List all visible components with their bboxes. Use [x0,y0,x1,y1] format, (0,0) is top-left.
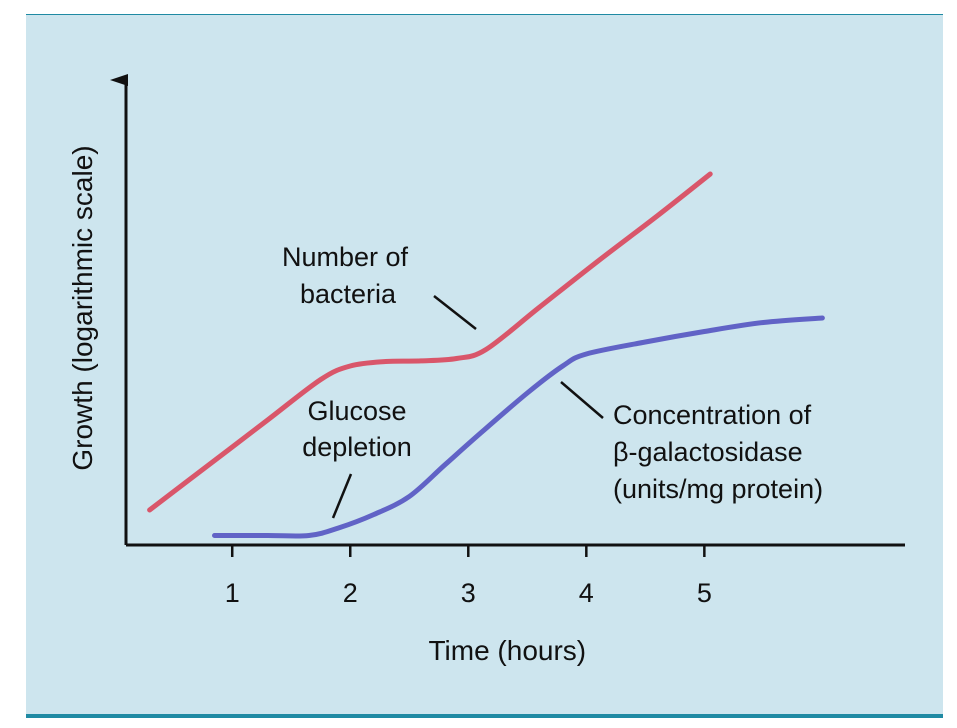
annotation-line: depletion [302,432,412,462]
annotation-line: bacteria [300,279,397,309]
series-line-beta-galactosidase [212,315,825,539]
annotation-line: Number of [282,242,409,272]
annotation-line: (units/mg protein) [613,474,823,504]
annotation-line: Concentration of [613,400,812,430]
x-tick-label: 2 [343,578,358,608]
x-tick-label: 5 [697,578,712,608]
x-tick-label: 3 [461,578,476,608]
annotation-number-of-bacteria: Number of bacteria [282,242,477,330]
series-line-number-of-bacteria [147,171,713,513]
annotation-line: Glucose [307,396,406,426]
annotation-line: β-galactosidase [613,437,803,467]
x-axis-title: Time (hours) [428,635,586,666]
x-tick-label: 1 [225,578,240,608]
annotation-beta-galactosidase: Concentration of β-galactosidase (units/… [560,381,823,504]
figure-panel [26,14,943,718]
annotation-glucose-depletion: Glucose depletion [302,396,412,519]
leader-line [560,381,604,419]
leader-line [433,295,477,330]
leader-line [331,473,353,519]
x-tick-label: 4 [579,578,594,608]
y-axis-title: Growth (logarithmic scale) [67,145,98,470]
